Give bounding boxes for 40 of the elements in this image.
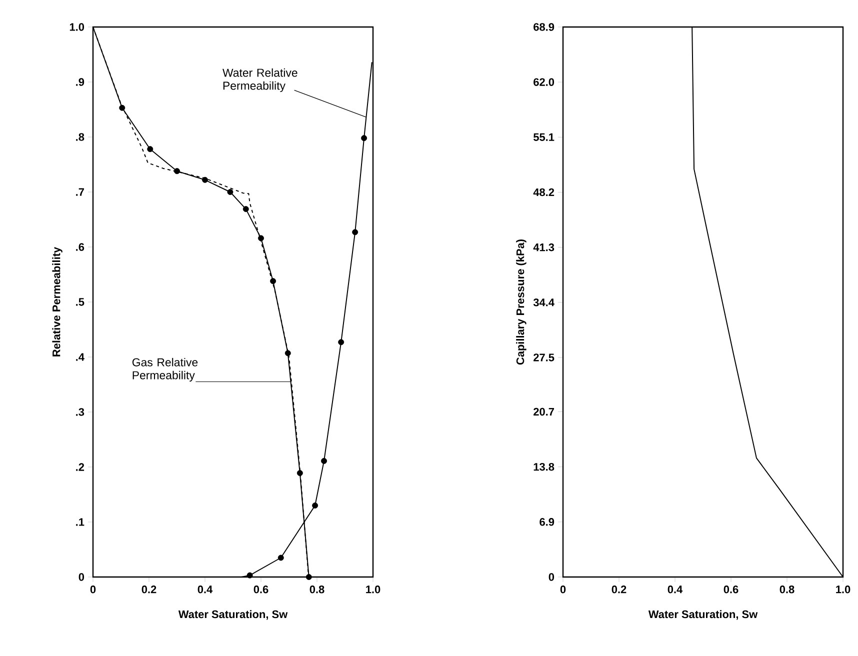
x-tick-label: 0.8 bbox=[310, 586, 324, 594]
annotation: Water Relative Permeability bbox=[222, 68, 298, 92]
y-tick-label: 48.2 bbox=[533, 188, 554, 196]
x-tick-label: 1.0 bbox=[836, 586, 850, 594]
y-tick-label: .8 bbox=[76, 133, 84, 141]
y-axis-title: Capillary Pressure (kPa) bbox=[516, 240, 526, 365]
y-tick-label: 68.9 bbox=[534, 23, 554, 31]
x-tick-label: 1.0 bbox=[366, 586, 380, 594]
x-tick-label: 0.6 bbox=[254, 586, 268, 594]
y-tick-label: .1 bbox=[76, 518, 84, 526]
y-tick-label: 1.0 bbox=[70, 23, 84, 31]
x-tick-label: 0 bbox=[90, 586, 96, 594]
y-tick-label: 41.3 bbox=[533, 243, 554, 252]
y-tick-label: .7 bbox=[76, 188, 84, 196]
y-tick-label: .5 bbox=[76, 298, 84, 306]
y-tick-label: .6 bbox=[76, 243, 84, 251]
y-tick-label: 6.9 bbox=[540, 518, 554, 526]
y-tick-label: 20.7 bbox=[534, 408, 554, 416]
x-tick-label: 0.4 bbox=[668, 586, 683, 594]
y-tick-label: .9 bbox=[76, 78, 84, 86]
y-tick-label: 55.1 bbox=[534, 133, 554, 141]
x-tick-label: 0.6 bbox=[724, 586, 738, 594]
y-tick-label: 27.5 bbox=[534, 354, 554, 362]
x-tick-label: 0.8 bbox=[780, 586, 794, 594]
x-axis-title: Water Saturation, Sw bbox=[178, 610, 288, 620]
y-tick-label: .4 bbox=[76, 353, 84, 361]
y-tick-label: 62.0 bbox=[534, 78, 554, 86]
x-tick-label: 0.2 bbox=[142, 586, 156, 594]
x-axis-title: Water Saturation, Sw bbox=[648, 610, 758, 620]
annotation: Gas Relative Permeability bbox=[132, 358, 198, 382]
y-tick-label: .3 bbox=[76, 408, 84, 416]
x-tick-label: 0 bbox=[560, 586, 566, 594]
y-tick-label: 34.4 bbox=[533, 298, 554, 306]
y-tick-label: .2 bbox=[76, 463, 84, 471]
y-axis-title: Relative Permeability bbox=[52, 246, 62, 356]
x-tick-label: 0.2 bbox=[612, 586, 626, 594]
y-tick-label: 0 bbox=[548, 573, 554, 581]
y-tick-label: 13.8 bbox=[534, 462, 554, 471]
x-tick-label: 0.4 bbox=[198, 586, 213, 594]
y-tick-label: 0 bbox=[78, 573, 84, 581]
